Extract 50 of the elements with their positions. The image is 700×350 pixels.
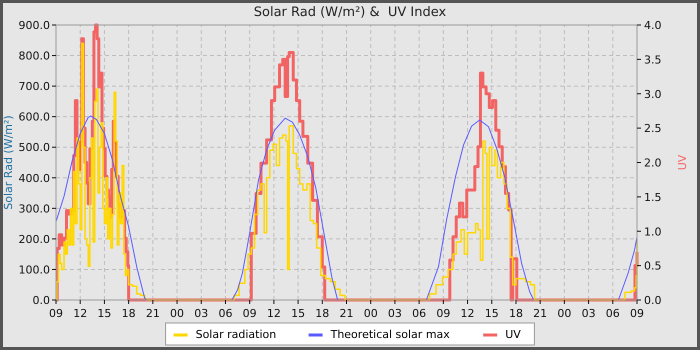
y2-axis-title: UV: [676, 154, 689, 170]
y2-tick-label: 3.0: [644, 88, 662, 101]
x-tick-label: 15: [97, 307, 112, 320]
x-tick-label: 00: [170, 307, 184, 320]
y-tick-label: 600.0: [18, 110, 50, 124]
x-tick-label: 18: [508, 307, 523, 320]
y2-tick-label: 1.5: [644, 190, 662, 204]
y-tick-label: 0.0: [32, 294, 50, 307]
legend-label: UV: [505, 328, 522, 341]
chart-title: Solar Rad (W/m²) & UV Index: [254, 5, 447, 20]
x-tick-label: 03: [388, 307, 402, 320]
x-tick-label: 21: [340, 307, 354, 320]
y2-tick-label: 0.0: [644, 294, 662, 307]
y-tick-label: 800.0: [18, 50, 50, 63]
x-tick-label: 15: [484, 307, 499, 320]
y2-tick-label: 0.5: [644, 260, 662, 273]
legend-label: Theoretical solar max: [330, 328, 450, 341]
x-tick-label: 12: [73, 307, 88, 320]
y-tick-label: 500.0: [18, 141, 50, 154]
x-tick-label: 09: [630, 307, 644, 320]
y-tick-label: 200.0: [18, 232, 50, 246]
y2-tick-label: 2.0: [644, 156, 662, 170]
y-axis-title: Solar Rad (W/m²): [2, 115, 15, 210]
x-tick-label: 06: [218, 307, 232, 320]
y2-tick-label: 2.5: [644, 122, 662, 136]
x-tick-label: 06: [606, 307, 620, 320]
x-tick-label: 18: [315, 307, 330, 320]
x-tick-label: 03: [582, 307, 596, 320]
x-tick-label: 15: [291, 307, 306, 320]
x-tick-label: 03: [194, 307, 208, 320]
x-tick-label: 00: [557, 307, 572, 320]
y-tick-label: 700.0: [18, 80, 50, 94]
x-tick-label: 12: [460, 307, 475, 320]
x-tick-label: 09: [49, 307, 63, 320]
x-tick-label: 21: [146, 307, 160, 320]
x-tick-label: 06: [412, 307, 426, 320]
y-tick-label: 900.0: [18, 19, 50, 32]
y-tick-label: 400.0: [18, 172, 50, 185]
y-tick-label: 100.0: [18, 263, 50, 276]
x-tick-label: 00: [364, 307, 378, 320]
y2-tick-label: 1.0: [644, 225, 662, 238]
legend-label: Solar radiation: [196, 328, 276, 341]
y-tick-label: 300.0: [18, 202, 50, 216]
x-tick-label: 09: [436, 307, 450, 320]
x-tick-label: 09: [242, 307, 257, 320]
x-tick-label: 12: [266, 307, 281, 320]
y2-tick-label: 4.0: [644, 19, 662, 32]
y2-tick-label: 3.5: [644, 53, 662, 66]
x-tick-label: 18: [122, 307, 136, 320]
x-tick-label: 21: [533, 307, 548, 320]
